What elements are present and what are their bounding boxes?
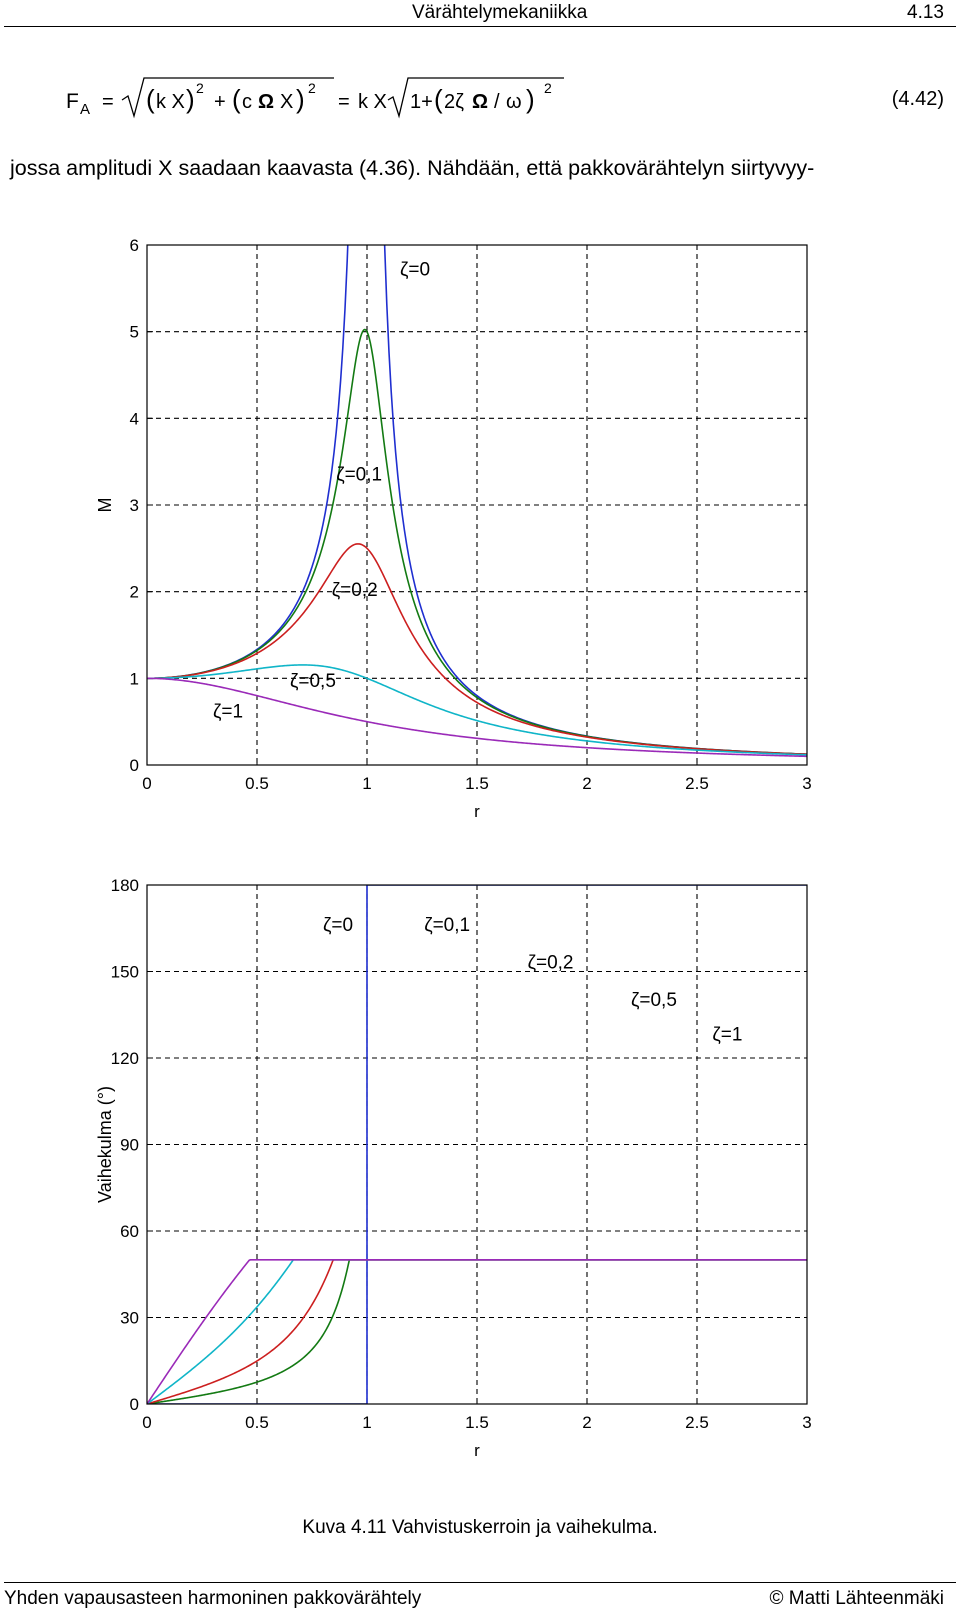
svg-text:2: 2: [196, 80, 204, 96]
figure-caption: Kuva 4.11 Vahvistuskerroin ja vaihekulma…: [302, 1517, 658, 1538]
plot-frame: [146, 244, 808, 766]
x-tick-label: 0.5: [245, 1413, 269, 1432]
header-page-number: 4.13: [907, 2, 944, 23]
x-tick-label: 0.5: [245, 774, 269, 793]
x-tick-label: 2.5: [685, 774, 709, 793]
series-annotation: ζ=0: [323, 915, 353, 936]
equation-lhs: F: [66, 90, 79, 113]
svg-text:=: =: [338, 91, 350, 113]
series-annotation: ζ=0,2: [528, 953, 574, 974]
svg-text:=: =: [102, 91, 114, 113]
svg-text:): ): [186, 84, 195, 114]
series-annotation: ζ=1: [712, 1025, 742, 1046]
series-group: [147, 885, 807, 1404]
svg-text:Ω: Ω: [258, 91, 274, 113]
y-tick-label: 0: [130, 756, 139, 775]
svg-text:Ω: Ω: [472, 91, 488, 113]
y-tick-label: 0: [130, 1395, 139, 1414]
x-tick-label: 2: [582, 1413, 591, 1432]
x-tick-label: 1.5: [465, 774, 489, 793]
svg-text:(: (: [146, 84, 155, 114]
series-group: [147, 245, 807, 758]
series-line-m-0-2: [147, 543, 807, 756]
x-axis-label: r: [474, 802, 480, 821]
y-tick-label: 1: [130, 669, 139, 688]
series-annotation: ζ=0,5: [290, 671, 336, 692]
y-tick-label: 90: [120, 1136, 139, 1155]
svg-text:1+: 1+: [410, 91, 433, 113]
header-rule: [4, 26, 956, 27]
x-tick-label: 1: [362, 1413, 371, 1432]
series-line-m-1: [147, 677, 807, 758]
svg-text:2ζ: 2ζ: [444, 91, 464, 113]
y-axis-label: M: [95, 498, 115, 513]
svg-text:X: X: [280, 91, 293, 113]
x-tick-label: 1: [362, 774, 371, 793]
footer-rule: [4, 1582, 956, 1583]
page-header: Värähtelymekaniikka 4.13: [0, 0, 960, 28]
y-tick-label: 60: [120, 1222, 139, 1241]
y-axis-label: Vaihekulma (°): [95, 1086, 115, 1203]
footer-author: © Matti Lähteenmäki: [769, 1588, 944, 1609]
svg-text:+: +: [214, 91, 226, 113]
equation-lhs-subscript: A: [80, 101, 90, 118]
y-tick-label: 150: [111, 963, 139, 982]
y-tick-label: 5: [130, 323, 139, 342]
x-axis-label: r: [474, 1441, 480, 1460]
series-annotation: ζ=1: [213, 701, 243, 722]
equation-number: (4.42): [891, 88, 944, 110]
series-line-p-1: [147, 1259, 807, 1404]
header-title: Värähtelymekaniikka: [412, 2, 588, 23]
svg-text:/: /: [494, 91, 500, 113]
series-annotation: ζ=0,2: [332, 580, 378, 601]
x-tick-label: 0: [142, 774, 151, 793]
footer-title: Yhden vapausasteen harmoninen pakkoväräh…: [4, 1588, 422, 1609]
series-line-m-0-5: [147, 664, 807, 756]
svg-text:): ): [296, 84, 305, 114]
series-annotation: ζ=0,5: [631, 990, 677, 1011]
y-tick-label: 3: [130, 496, 139, 515]
equation: F A = ( k X ) 2 + ( c Ω X ) 2 = k X 1+ (…: [66, 77, 564, 119]
x-tick-label: 3: [802, 1413, 811, 1432]
body-paragraph: jossa amplitudi X saadaan kaavasta (4.36…: [10, 156, 815, 180]
x-tick-label: 1.5: [465, 1413, 489, 1432]
y-tick-label: 180: [111, 876, 139, 895]
y-tick-label: 6: [130, 236, 139, 255]
svg-text:(: (: [434, 84, 443, 114]
x-tick-label: 2: [582, 774, 591, 793]
x-tick-label: 2.5: [685, 1413, 709, 1432]
magnification-chart: 0 0.5 1 1.5 2 2.5 3 0 1 2 3 4 5 6 ζ=0 ζ=0,1 ζ=0,2 ζ=0,5 ζ=…: [95, 236, 812, 821]
svg-text:(: (: [232, 84, 241, 114]
svg-text:c: c: [242, 91, 252, 113]
svg-text:): ): [526, 84, 535, 114]
svg-text:2: 2: [544, 80, 552, 96]
x-tick-label: 0: [142, 1413, 151, 1432]
y-tick-label: 4: [130, 409, 139, 428]
x-tick-label: 3: [802, 774, 811, 793]
y-tick-label: 120: [111, 1049, 139, 1068]
y-tick-label: 30: [120, 1309, 139, 1328]
series-line-p-0: [147, 885, 807, 1404]
plot-frame: [146, 884, 808, 1405]
y-tick-label: 2: [130, 583, 139, 602]
svg-text:2: 2: [308, 80, 316, 96]
svg-text:k X: k X: [156, 91, 185, 113]
series-annotation: ζ=0,1: [424, 915, 470, 936]
svg-text:k X: k X: [358, 91, 387, 113]
series-annotation: ζ=0,1: [336, 465, 382, 486]
svg-text:ω: ω: [506, 91, 522, 113]
series-annotation: ζ=0: [400, 259, 430, 280]
